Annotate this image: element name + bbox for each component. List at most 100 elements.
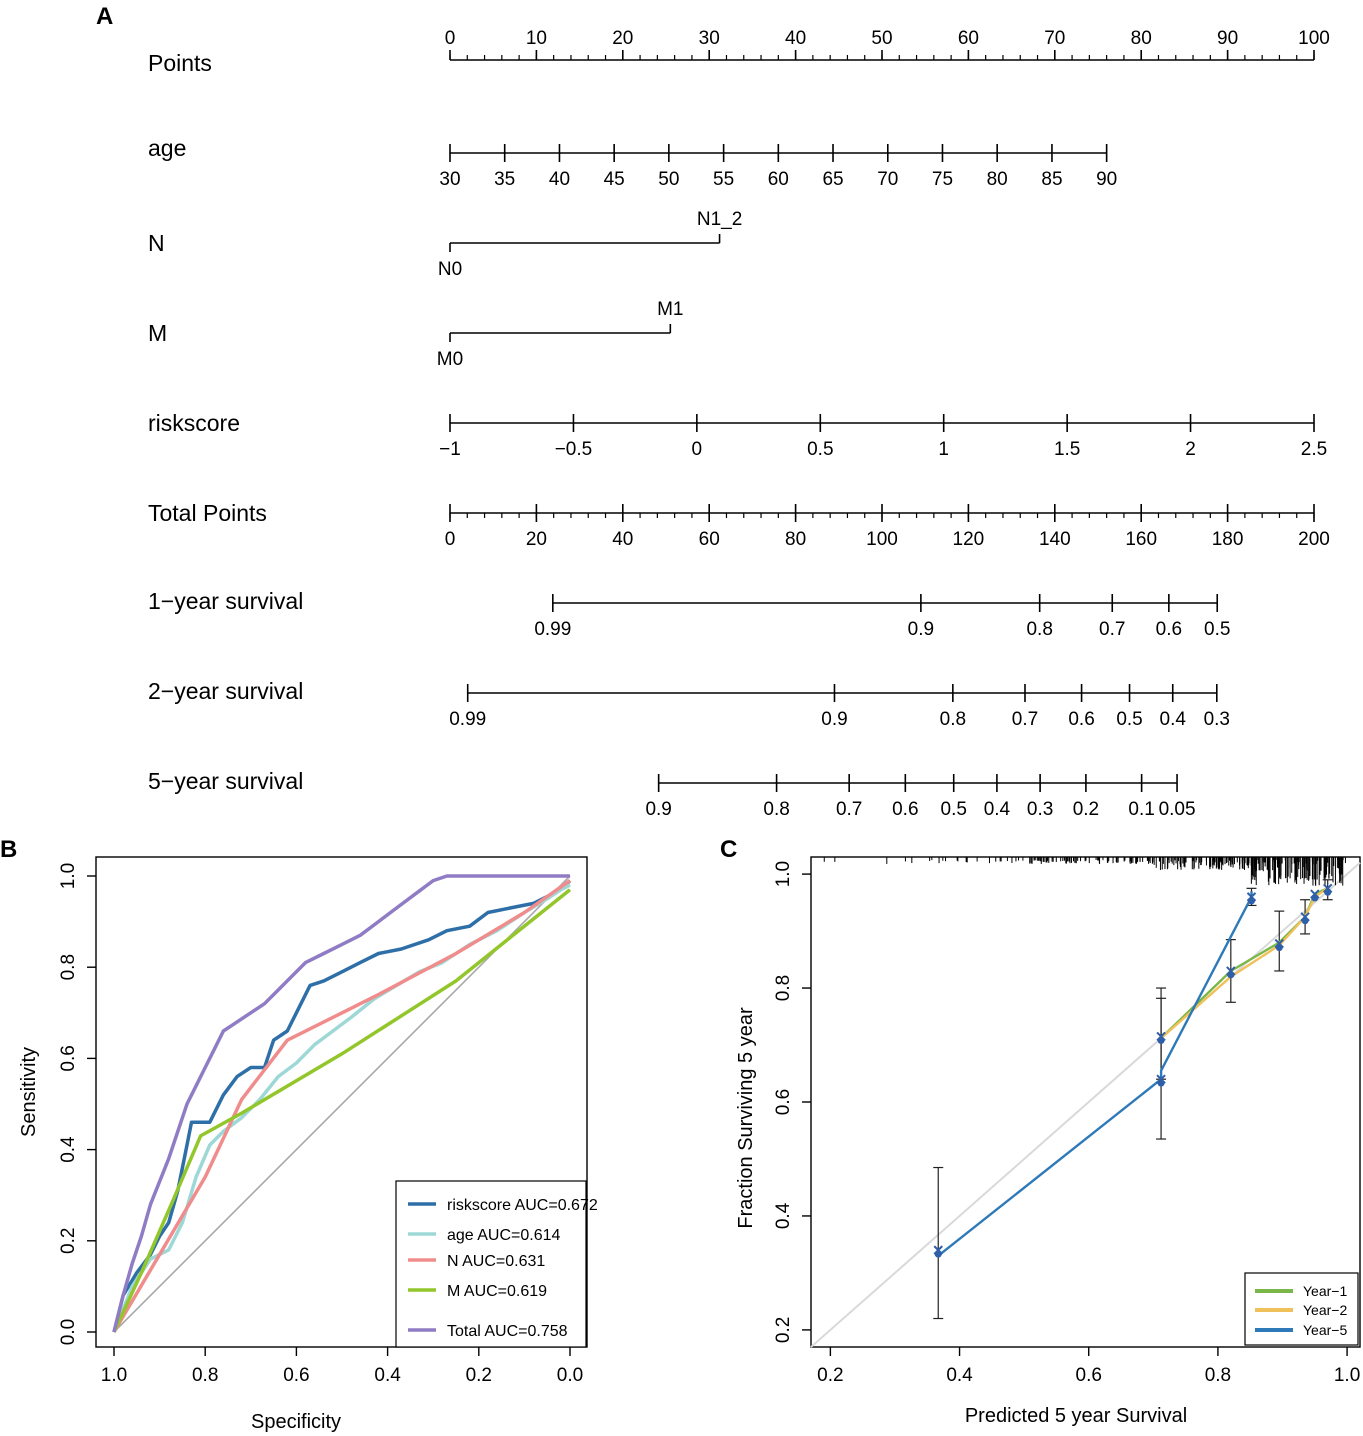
roc-y-tick-label: 1.0	[58, 863, 79, 889]
nomogram-row-5-tick-label: 0	[445, 529, 456, 550]
roc-x-tick-label: 0.2	[466, 1365, 492, 1386]
calibration-x-tick-label: 0.6	[1076, 1365, 1102, 1386]
nomogram-row-0-tick-label: 20	[612, 28, 633, 49]
nomogram-row-6-tick-label: 0.9	[908, 619, 934, 640]
nomogram-row-0-tick-label: 60	[958, 28, 979, 49]
nomogram-row-1-tick-label: 70	[877, 169, 898, 190]
nomogram-row-5-tick-label: 80	[785, 529, 806, 550]
roc-legend-box	[395, 1180, 587, 1348]
nomogram-row-5-tick-label: 160	[1125, 529, 1157, 550]
nomogram-row-0-label: Points	[148, 50, 212, 76]
nomogram-row-1-tick-label: 30	[439, 169, 460, 190]
nomogram-row-6-label: 1−year survival	[148, 588, 303, 614]
nomogram-row-7-tick-label: 0.4	[1160, 709, 1187, 730]
nomogram-row-4-tick-label: 2	[1185, 439, 1196, 460]
roc-legend-label-1: age AUC=0.614	[447, 1227, 561, 1244]
roc-y-tick-label: 0.6	[58, 1045, 79, 1071]
nomogram-row-0-tick-label: 50	[871, 28, 892, 49]
nomogram-row-4-tick-label: 2.5	[1301, 439, 1327, 460]
nomogram-row-4-tick-label: 0.5	[807, 439, 833, 460]
nomogram-row-1-tick-label: 90	[1096, 169, 1117, 190]
nomogram-row-0-tick-label: 80	[1131, 28, 1152, 49]
nomogram-row-8-tick-label: 0.1	[1128, 799, 1154, 820]
roc-x-tick-label: 0.4	[374, 1365, 401, 1386]
nomogram-row-4-tick-label: 1.5	[1054, 439, 1080, 460]
nomogram-row-2-tick-label: N1_2	[697, 209, 742, 230]
panel-label-c: C	[720, 836, 737, 863]
nomogram-row-1-tick-label: 50	[658, 169, 679, 190]
calibration-legend-label-2: Year−5	[1303, 1322, 1347, 1338]
panel-label-a: A	[96, 3, 113, 30]
calibration-x-tick-label: 1.0	[1334, 1365, 1360, 1386]
calibration-y-tick-label: 1.0	[773, 861, 794, 887]
calibration-y-tick-label: 0.4	[773, 1202, 794, 1229]
calibration-cross-marker	[1156, 1031, 1166, 1042]
nomogram-row-5-tick-label: 40	[612, 529, 633, 550]
nomogram-row-5-tick-label: 120	[953, 529, 985, 550]
nomogram-row-6-tick-label: 0.7	[1099, 619, 1125, 640]
calibration-curve-2	[937, 891, 1253, 1257]
nomogram-row-7-tick-label: 0.3	[1204, 709, 1230, 730]
calibration-legend-label-0: Year−1	[1303, 1283, 1347, 1299]
nomogram-row-8-tick-label: 0.05	[1159, 799, 1196, 820]
nomogram-row-2-label: N	[148, 230, 165, 256]
roc-x-tick-label: 1.0	[101, 1365, 127, 1386]
roc-x-axis-title: Specificity	[251, 1411, 341, 1433]
calibration-y-tick-label: 0.8	[773, 975, 794, 1001]
roc-x-tick-label: 0.6	[283, 1365, 309, 1386]
nomogram-row-5-tick-label: 140	[1039, 529, 1071, 550]
calibration-y-tick-label: 0.6	[773, 1089, 794, 1115]
nomogram-row-5-tick-label: 60	[699, 529, 720, 550]
nomogram-row-5-tick-label: 100	[866, 529, 898, 550]
nomogram-row-6-tick-label: 0.6	[1156, 619, 1182, 640]
nomogram-row-3-label: M	[148, 320, 167, 346]
roc-y-tick-label: 0.0	[58, 1319, 79, 1345]
calibration-cross-marker	[1246, 892, 1257, 902]
roc-legend-label-4: Total AUC=0.758	[447, 1323, 568, 1340]
nomogram-row-8-tick-label: 0.4	[984, 799, 1011, 820]
calibration-cross-marker	[1323, 883, 1333, 894]
nomogram-row-1-tick-label: 85	[1041, 169, 1062, 190]
nomogram-row-1-tick-label: 80	[987, 169, 1008, 190]
calibration-y-axis-title: Fraction Surviving 5 year	[735, 1007, 757, 1229]
nomogram-row-1-tick-label: 65	[822, 169, 843, 190]
roc-legend-label-0: riskscore AUC=0.672	[447, 1197, 598, 1214]
nomogram-row-6-tick-label: 0.8	[1026, 619, 1052, 640]
roc-y-tick-label: 0.4	[58, 1136, 79, 1163]
nomogram-row-1-label: age	[148, 135, 186, 161]
nomogram-row-7-tick-label: 0.8	[940, 709, 966, 730]
calibration-cross-marker	[1310, 889, 1320, 899]
calibration-legend-label-1: Year−2	[1303, 1302, 1347, 1318]
calibration-cross-marker	[933, 1245, 943, 1255]
nomogram-row-6-tick-label: 0.5	[1204, 619, 1230, 640]
nomogram-row-0-tick-label: 90	[1217, 28, 1238, 49]
roc-panel: B 1.0 0.8 0.6 0.4 0.2 0.0 0.0 0.2 0.4 0.6 0.8 1.0 Sp…	[0, 836, 598, 1433]
nomogram-row-2-tick-label: N0	[438, 259, 462, 280]
nomogram-row-1-tick-label: 75	[932, 169, 953, 190]
calibration-y-tick-label: 0.2	[773, 1317, 794, 1343]
nomogram-row-7-tick-label: 0.99	[449, 709, 486, 730]
roc-y-axis-title: Sensitivity	[18, 1047, 40, 1137]
calibration-cross-marker	[1156, 1074, 1166, 1084]
roc-plot-frame	[95, 856, 588, 1348]
roc-legend-label-2: N AUC=0.631	[447, 1253, 545, 1270]
roc-curve-2	[112, 879, 572, 1333]
nomogram-row-8-label: 5−year survival	[148, 768, 303, 794]
nomogram-row-7-tick-label: 0.5	[1116, 709, 1142, 730]
calibration-x-tick-label: 0.4	[946, 1365, 973, 1386]
calibration-x-axis-title: Predicted 5 year Survival	[965, 1405, 1187, 1427]
nomogram-row-4-tick-label: −0.5	[555, 439, 593, 460]
nomogram-row-4-tick-label: −1	[439, 439, 461, 460]
nomogram-row-1-tick-label: 45	[604, 169, 625, 190]
nomogram-row-8-tick-label: 0.9	[645, 799, 671, 820]
nomogram-row-4-label: riskscore	[148, 410, 240, 436]
calibration-x-tick-label: 0.8	[1205, 1365, 1231, 1386]
nomogram-row-8-tick-label: 0.6	[892, 799, 918, 820]
roc-y-tick-label: 0.8	[58, 954, 79, 980]
nomogram-row-5-tick-label: 180	[1212, 529, 1244, 550]
nomogram-row-0-tick-label: 30	[699, 28, 720, 49]
nomogram-row-6-tick-label: 0.99	[534, 619, 571, 640]
nomogram-row-8-tick-label: 0.3	[1027, 799, 1053, 820]
nomogram-row-7-tick-label: 0.7	[1012, 709, 1038, 730]
